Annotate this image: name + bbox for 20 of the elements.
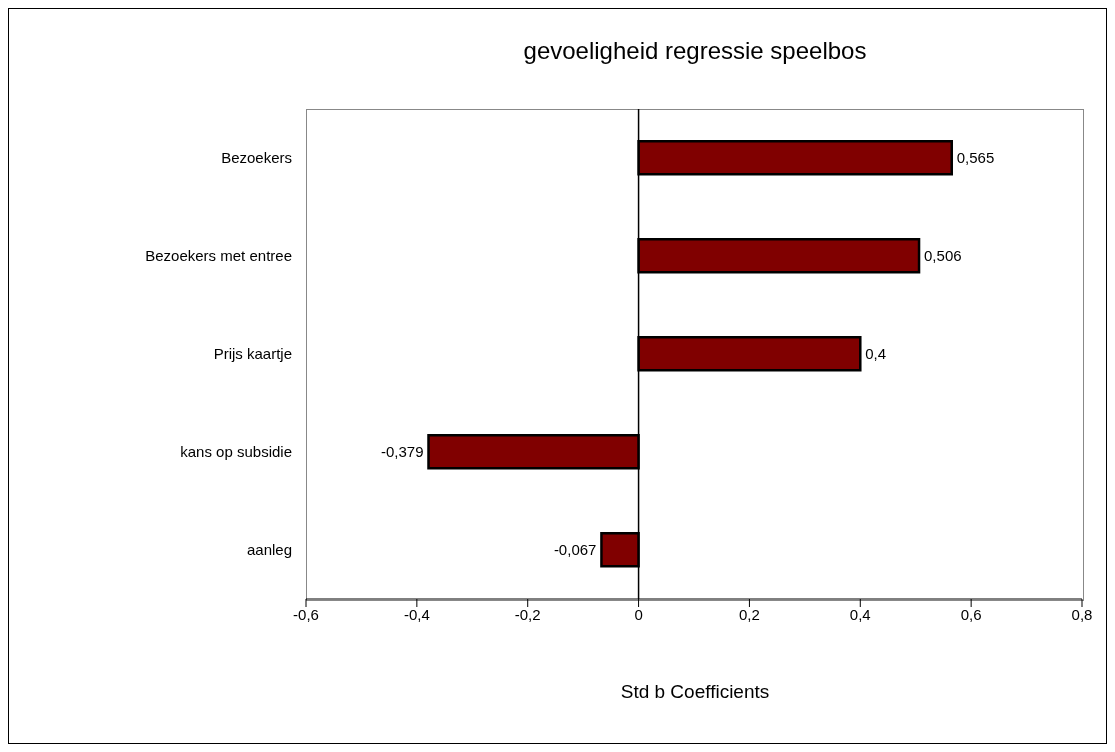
x-tick-label: 0,4 — [849, 605, 871, 623]
y-tick-label: Bezoekers met entree — [145, 247, 292, 265]
x-tick-label: -0,4 — [403, 605, 430, 623]
y-tick-label: kans op subsidie — [180, 443, 292, 461]
data-label: 0,506 — [924, 247, 962, 265]
y-tick-label: Prijs kaartje — [213, 345, 292, 363]
x-tick-label: 0 — [634, 605, 643, 623]
data-label: -0,379 — [380, 443, 424, 461]
data-label: -0,067 — [553, 541, 597, 559]
y-tick-label: Bezoekers — [221, 149, 292, 167]
x-axis-title: Std b Coefficients — [619, 681, 771, 703]
y-tick-label: aanleg — [246, 541, 292, 559]
chart-title: gevoeligheid regressie speelbos — [522, 37, 868, 65]
x-tick-label: -0,6 — [293, 605, 319, 623]
x-tick-label: 0,2 — [739, 605, 760, 623]
x-tick-label: -0,2 — [514, 605, 541, 623]
data-label: 0,565 — [956, 149, 995, 167]
x-tick-label: 0,6 — [960, 605, 982, 623]
x-tick-label: 0,8 — [1071, 605, 1093, 623]
data-label: 0,4 — [865, 345, 887, 363]
